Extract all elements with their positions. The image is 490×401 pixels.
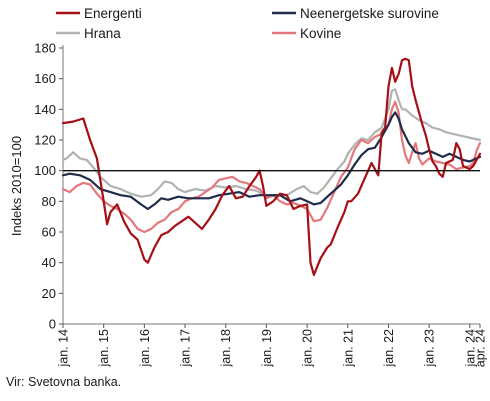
y-tick-label: 140 bbox=[34, 102, 56, 117]
source-note: Vir: Svetovna banka. bbox=[6, 375, 122, 389]
x-tick-label: jan. 21 bbox=[341, 329, 355, 368]
y-tick-label: 160 bbox=[34, 71, 56, 86]
y-axis-title: Indeks 2010=100 bbox=[9, 136, 24, 236]
y-tick-label: 80 bbox=[42, 194, 56, 209]
legend-label-energenti: Energenti bbox=[84, 6, 142, 21]
legend: Energenti Hrana Neenergetske surovine Ko… bbox=[56, 6, 439, 41]
y-tick-label: 180 bbox=[34, 41, 56, 56]
x-tick-label: jan. 20 bbox=[301, 329, 315, 368]
x-tick-label: jan. 24 bbox=[463, 329, 477, 368]
series-line-neenergetske-surovine bbox=[61, 111, 482, 211]
y-tick-label: 120 bbox=[34, 133, 56, 148]
plot-area: 0 20 40 60 80 100 120 140 160 180 jan. 14 jan. 15 ja… bbox=[34, 41, 487, 368]
legend-label-hrana: Hrana bbox=[84, 26, 121, 41]
y-tick-label: 40 bbox=[42, 255, 56, 270]
y-tick-label: 0 bbox=[49, 317, 56, 332]
y-tick-label: 60 bbox=[42, 225, 56, 240]
legend-label-kovine: Kovine bbox=[300, 26, 341, 41]
x-tick-label: jan. 16 bbox=[138, 329, 152, 368]
x-tick-label: jan. 19 bbox=[260, 329, 274, 368]
x-tick-label: jan. 18 bbox=[219, 329, 233, 368]
x-tick-label: jan. 15 bbox=[97, 329, 111, 368]
legend-label-neenergetske-surovine: Neenergetske surovine bbox=[300, 6, 439, 21]
x-tick-label: jan. 17 bbox=[179, 329, 193, 368]
y-tick-label: 20 bbox=[42, 286, 56, 301]
x-tick-label: jan. 22 bbox=[382, 329, 396, 368]
y-tick-label: 100 bbox=[34, 163, 56, 178]
series-line-hrana bbox=[61, 88, 482, 198]
series-line-energenti bbox=[61, 57, 482, 276]
x-tick-label: jan. 14 bbox=[57, 329, 71, 368]
x-tick-label: jan. 23 bbox=[423, 329, 437, 368]
series-line-kovine bbox=[61, 100, 482, 234]
x-tick-label: apr. 24 bbox=[474, 329, 488, 367]
